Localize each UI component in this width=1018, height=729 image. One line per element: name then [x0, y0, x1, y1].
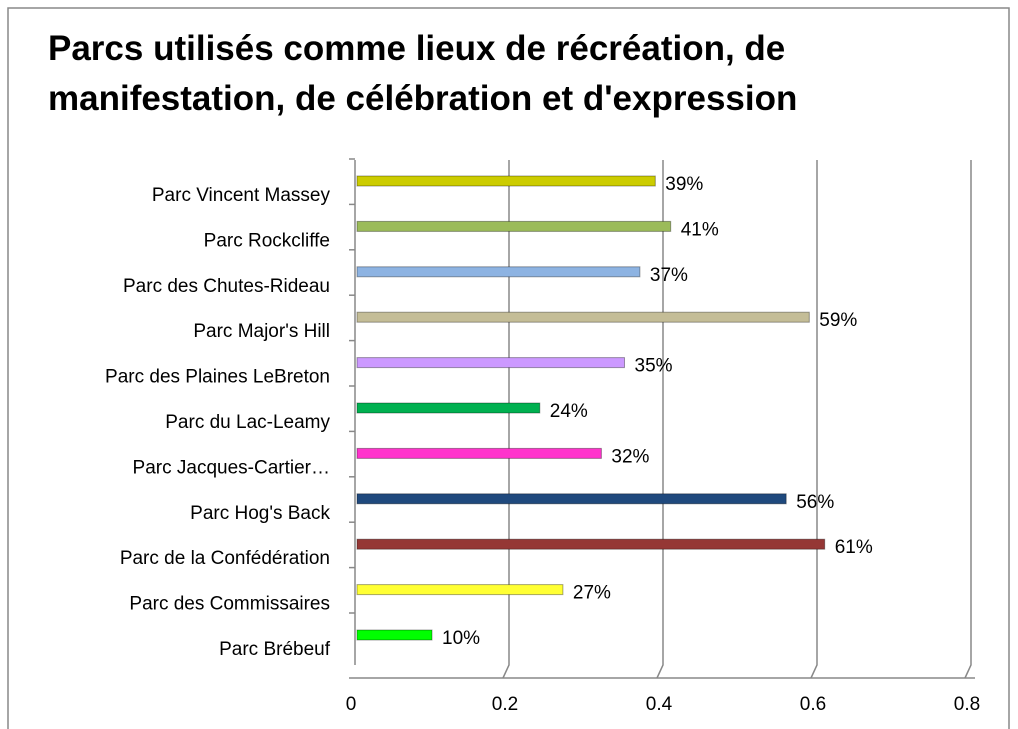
- grid-line: [810, 160, 818, 679]
- x-tick-label: 0: [346, 694, 357, 715]
- x-tick-label: 0.6: [800, 694, 826, 715]
- bar: [356, 175, 656, 187]
- grid-line: [656, 160, 664, 679]
- bar: [356, 220, 672, 232]
- y-tick-label: Parc des Plaines LeBreton: [105, 367, 330, 388]
- y-tick-label: Parc Rockcliffe: [204, 230, 330, 251]
- x-tick-label: 0.2: [492, 694, 518, 715]
- y-tick-label: Parc Major's Hill: [193, 321, 330, 342]
- y-tick-label: Parc Brébeuf: [219, 639, 331, 660]
- y-tick-label: Parc de la Confédération: [120, 548, 330, 569]
- grid-line: [502, 160, 510, 679]
- value-label: 39%: [665, 174, 703, 195]
- y-tick-label: Parc des Chutes-Rideau: [123, 276, 330, 297]
- value-label: 56%: [796, 492, 834, 513]
- bar: [356, 584, 564, 596]
- y-tick-label: Parc Hog's Back: [190, 503, 330, 524]
- bar: [356, 447, 602, 459]
- value-label: 32%: [611, 446, 649, 467]
- value-label: 27%: [573, 583, 611, 604]
- value-label: 37%: [650, 265, 688, 286]
- value-label: 10%: [442, 628, 480, 649]
- x-tick-label: 0.4: [646, 694, 673, 715]
- y-tick-label: Parc Jacques-Cartier…: [133, 457, 330, 478]
- value-label: 61%: [835, 537, 873, 558]
- bar: [356, 402, 541, 414]
- value-label: 59%: [819, 310, 857, 331]
- x-tick-label: 0.8: [954, 694, 980, 715]
- y-tick-label: Parc Vincent Massey: [152, 185, 331, 206]
- value-label: 24%: [550, 401, 588, 422]
- value-label: 41%: [681, 219, 719, 240]
- grid-line: [964, 160, 972, 679]
- y-tick-label: Parc des Commissaires: [129, 594, 330, 615]
- bar: [356, 493, 787, 505]
- y-tick-label: Parc du Lac-Leamy: [165, 412, 330, 433]
- chart-title: manifestation, de célébration et d'expre…: [48, 79, 797, 118]
- chart-title: Parcs utilisés comme lieux de récréation…: [48, 29, 785, 68]
- bar: [356, 629, 433, 641]
- bar: [356, 538, 826, 550]
- bar: [356, 357, 625, 369]
- value-label: 35%: [635, 356, 673, 377]
- bar: [356, 311, 810, 323]
- bar: [356, 266, 641, 278]
